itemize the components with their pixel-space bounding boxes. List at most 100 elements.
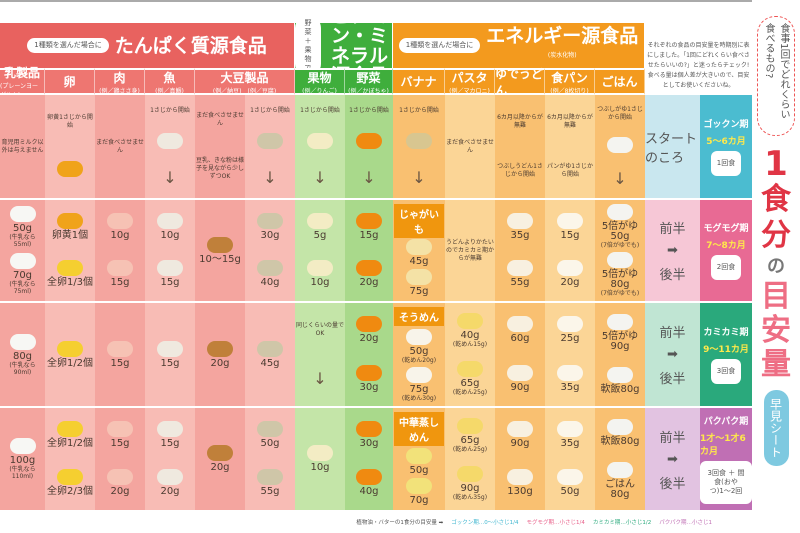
apple-icon: [307, 133, 333, 150]
food-amount-item: ごはん80g: [596, 461, 644, 500]
intro-text: それぞれの食品の目安量を時期別に表にしました。「1回にどれくらい食べさせたらいい…: [647, 42, 750, 89]
rice-icon: [606, 367, 633, 384]
food-amount-item: 30g: [257, 212, 283, 241]
meat-icon: [107, 421, 133, 437]
cell-note: 1さじから開始: [399, 107, 439, 115]
tofu-icon: [257, 133, 283, 150]
category-title: たんぱく質源食品: [115, 36, 267, 56]
fish-icon: [157, 212, 183, 229]
arrow-down-icon: ↓: [412, 167, 426, 187]
column-header: ゆでうどん: [495, 67, 545, 98]
amount: 80g: [12, 350, 33, 362]
food-amount-item: 30g: [356, 421, 382, 449]
amount: 10g: [160, 229, 180, 241]
natto-icon: [207, 445, 233, 461]
food-cell: 20g: [195, 303, 245, 408]
food-cell: そうめん 50g (乾めん20g) 75g (乾めん30g): [393, 303, 445, 408]
title-shoku: 食: [761, 182, 791, 217]
amount: 5倍がゆ50g: [601, 221, 639, 243]
arrow-down-icon: ↓: [313, 167, 327, 187]
food-amount-item: 10g: [307, 260, 333, 288]
amount: 20g: [210, 357, 230, 369]
food-amount-item: 全卵2/3個: [47, 469, 93, 497]
column-header: バナナ: [393, 68, 445, 95]
food-amount-item: 65g (乾めん25g): [453, 361, 487, 396]
food-amount-item: 50g: [406, 448, 432, 476]
amount: 100g: [9, 455, 36, 466]
food-cell: 1さじから開始 ↓: [145, 95, 195, 200]
food-amount-item: 5倍がゆ90g: [596, 313, 644, 352]
amount: 5倍がゆ90g: [601, 330, 639, 352]
amount: 15g: [110, 277, 130, 289]
category-header-1: 野菜＋果物でビタミン・ミネラル源食品: [295, 6, 393, 86]
amount: 全卵2/3個: [46, 486, 94, 497]
pumpkin-icon: [356, 364, 382, 381]
amount: 35g: [560, 438, 580, 449]
stage-box: ゴックン期 5〜6カ月 1回食: [700, 95, 752, 200]
amount: 65g: [460, 434, 480, 446]
cell-note: 6カ月以降からが無難: [547, 114, 593, 130]
category-title-text: エネルギー源食品: [486, 24, 639, 47]
cell-note: 育児用ミルク以外は与えません: [1, 138, 44, 154]
phase-text: ➡: [667, 243, 678, 258]
banana-icon: [406, 133, 432, 150]
food-cell: 全卵1/2個 全卵2/3個: [45, 408, 95, 512]
amount: 130g: [507, 486, 533, 497]
food-amount-item: 35g: [557, 364, 583, 393]
food-amount-item: 40g: [356, 469, 382, 497]
amount: 20g: [359, 277, 379, 289]
food-cell: 35g 50g: [545, 408, 595, 512]
phase-text: 後半: [659, 372, 686, 387]
yolk-icon: [57, 161, 83, 178]
quick-sheet-badge: 早見シート: [763, 390, 789, 466]
food-cell: 15g: [145, 303, 195, 408]
rice-icon: [607, 313, 633, 330]
amount: 90g: [510, 381, 530, 393]
cell-note: 1さじから開始: [349, 107, 389, 115]
bread-icon: [557, 212, 583, 229]
udon-icon: [507, 316, 533, 333]
amount: 全卵1/3個: [46, 277, 94, 289]
category-header-2: 1種類を選んだ場合に エネルギー源食品 (炭水化物): [393, 23, 645, 68]
food-cell: 60g 90g: [495, 303, 545, 408]
rice-icon: [607, 137, 633, 154]
title-me: 目: [761, 279, 791, 314]
arrow-down-icon: ↓: [263, 167, 277, 187]
top-rule: [0, 0, 752, 23]
amount: 15g: [160, 438, 180, 449]
phase-text: 前半: [659, 430, 686, 446]
food-cell: 15g: [95, 303, 145, 408]
amount: 10〜15g: [199, 253, 241, 265]
column-name: ごはん: [601, 75, 638, 89]
rice-icon: [606, 418, 633, 435]
phase-text: ➡: [667, 347, 678, 362]
amount: 35g: [510, 229, 530, 241]
title-one: 1: [764, 144, 788, 184]
cell-note: つぶしがゆ1さじから開始: [597, 105, 643, 121]
amount: 40g: [359, 486, 379, 497]
natto-icon: [207, 340, 233, 357]
amount: 40g: [260, 277, 280, 289]
food-amount-item: 50g: [257, 421, 283, 449]
udon-icon: [507, 421, 533, 437]
food-amount-item: 15g: [107, 340, 133, 369]
food-cell: 5倍がゆ90g 軟飯80g: [595, 303, 645, 408]
stage-name: ゴックン期: [703, 120, 749, 130]
food-amount-item: 90g: [507, 421, 533, 449]
potato-icon: [406, 269, 432, 286]
food-cell: 5g 10g: [295, 200, 345, 303]
pumpkin-icon: [356, 133, 382, 150]
phase-text: 後半: [659, 476, 686, 492]
food-amount-item: 20g: [356, 316, 382, 344]
phase-text: 前半: [659, 222, 686, 237]
food-amount-item: 40g (乾めん15g): [453, 312, 487, 348]
egg-icon: [57, 421, 83, 437]
rice-icon: [607, 251, 633, 268]
food-amount-item: 20g: [557, 260, 583, 288]
amount: 90g: [510, 438, 530, 449]
fish-icon: [157, 421, 183, 437]
food-amount-item: 5倍がゆ80g (7倍がゆでも): [596, 251, 644, 297]
food-amount-item: 50g (牛乳なら55ml): [1, 205, 44, 248]
amount: 30g: [359, 381, 379, 393]
food-amount-item: 45g: [257, 340, 283, 369]
